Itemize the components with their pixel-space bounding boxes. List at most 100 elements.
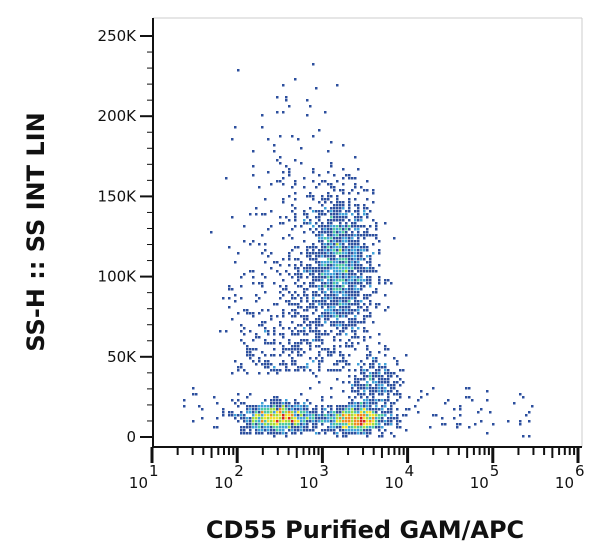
density-point <box>288 414 291 417</box>
density-point <box>243 240 246 243</box>
density-point <box>270 225 273 228</box>
density-point <box>360 369 363 372</box>
density-point <box>306 288 309 291</box>
density-point <box>366 198 369 201</box>
density-point <box>225 177 228 180</box>
density-point <box>252 312 255 315</box>
density-point <box>405 414 408 417</box>
density-point <box>474 423 477 426</box>
density-point <box>375 360 378 363</box>
density-point <box>294 282 297 285</box>
density-point <box>282 426 285 429</box>
density-point <box>300 273 303 276</box>
density-point <box>339 264 342 267</box>
density-point <box>339 405 342 408</box>
density-point <box>369 261 372 264</box>
density-point <box>279 135 282 138</box>
density-point <box>240 417 243 420</box>
density-point <box>195 393 198 396</box>
density-point <box>375 288 378 291</box>
density-point <box>321 312 324 315</box>
density-point <box>327 288 330 291</box>
density-point <box>318 339 321 342</box>
density-point <box>339 297 342 300</box>
density-point <box>339 261 342 264</box>
density-point <box>363 399 366 402</box>
density-point <box>252 420 255 423</box>
density-point <box>372 399 375 402</box>
density-point <box>381 384 384 387</box>
density-point <box>327 318 330 321</box>
density-point <box>471 399 474 402</box>
density-point <box>363 318 366 321</box>
density-point <box>399 396 402 399</box>
density-point <box>297 330 300 333</box>
density-point <box>282 309 285 312</box>
density-point <box>363 408 366 411</box>
density-point <box>243 426 246 429</box>
density-point <box>336 210 339 213</box>
density-point <box>327 411 330 414</box>
density-point <box>303 291 306 294</box>
density-point <box>294 198 297 201</box>
density-point <box>330 258 333 261</box>
density-point <box>243 414 246 417</box>
density-point <box>318 330 321 333</box>
density-point <box>363 225 366 228</box>
density-point <box>312 321 315 324</box>
density-point <box>270 423 273 426</box>
density-point <box>267 408 270 411</box>
density-point <box>369 285 372 288</box>
density-point <box>306 339 309 342</box>
density-point <box>297 267 300 270</box>
density-point <box>252 165 255 168</box>
density-point <box>234 360 237 363</box>
density-point <box>375 228 378 231</box>
density-point <box>342 423 345 426</box>
density-point <box>351 342 354 345</box>
density-point <box>480 408 483 411</box>
density-point <box>300 225 303 228</box>
density-point <box>264 414 267 417</box>
density-point <box>333 345 336 348</box>
density-point <box>366 435 369 438</box>
density-point <box>282 333 285 336</box>
density-point <box>366 414 369 417</box>
density-point <box>249 213 252 216</box>
density-point <box>306 99 309 102</box>
density-point <box>456 423 459 426</box>
density-point <box>366 231 369 234</box>
density-point <box>339 330 342 333</box>
density-point <box>342 390 345 393</box>
density-point <box>384 381 387 384</box>
density-point <box>375 414 378 417</box>
density-point <box>315 234 318 237</box>
density-point <box>468 396 471 399</box>
density-point <box>309 264 312 267</box>
density-point <box>360 258 363 261</box>
density-point <box>357 255 360 258</box>
density-point <box>321 231 324 234</box>
density-point <box>333 432 336 435</box>
density-point <box>339 411 342 414</box>
density-point <box>267 171 270 174</box>
density-point <box>339 213 342 216</box>
density-point <box>333 426 336 429</box>
density-point <box>384 372 387 375</box>
density-point <box>372 420 375 423</box>
density-point <box>282 288 285 291</box>
density-point <box>336 414 339 417</box>
density-point <box>294 183 297 186</box>
density-point <box>345 342 348 345</box>
density-point <box>288 255 291 258</box>
density-point <box>348 318 351 321</box>
density-point <box>324 330 327 333</box>
density-point <box>252 270 255 273</box>
density-point <box>381 387 384 390</box>
density-point <box>291 351 294 354</box>
density-point <box>351 240 354 243</box>
density-point <box>279 222 282 225</box>
density-point <box>351 177 354 180</box>
density-point <box>333 348 336 351</box>
density-point <box>333 204 336 207</box>
